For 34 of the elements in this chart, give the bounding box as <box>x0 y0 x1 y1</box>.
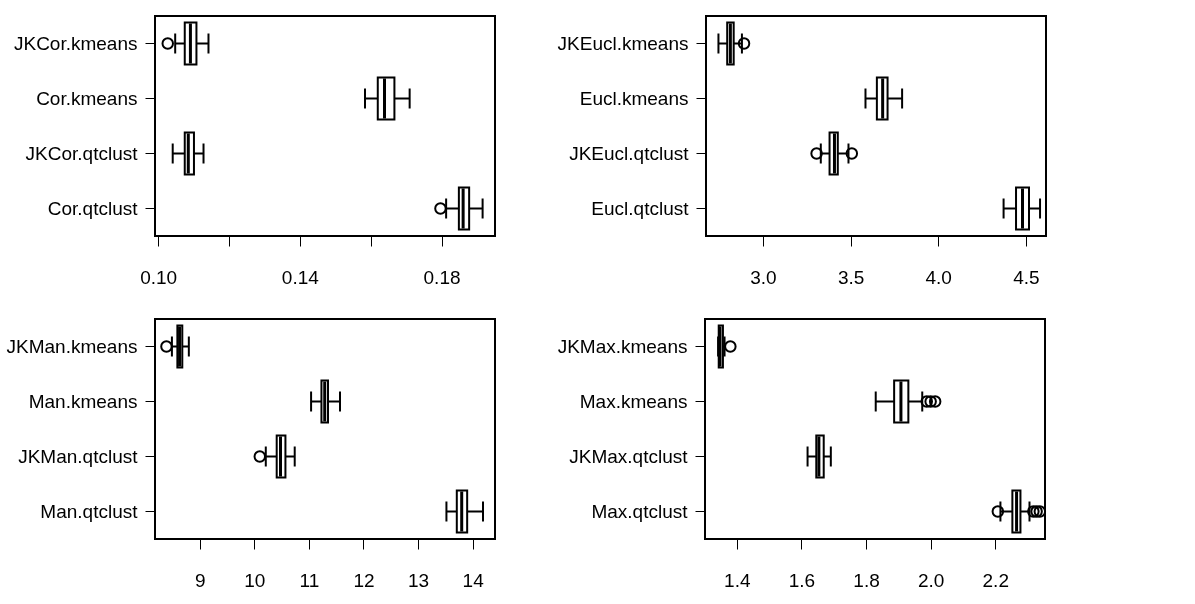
x-tick-label: 12 <box>353 569 375 591</box>
y-tick-label: JKCor.kmeans <box>13 32 138 54</box>
y-tick-label: JKMan.kmeans <box>6 335 138 357</box>
y-tick-label: JKMax.kmeans <box>557 335 688 357</box>
x-tick-label: 2.0 <box>917 569 945 591</box>
y-tick-label: Cor.qtclust <box>47 197 139 219</box>
y-tick-label: Cor.kmeans <box>36 87 138 109</box>
y-tick-label: Max.kmeans <box>579 390 688 412</box>
x-tick-label: 1.4 <box>724 569 751 591</box>
x-tick-label: 1.6 <box>788 569 816 591</box>
x-tick-label: 3.0 <box>750 266 777 288</box>
x-tick-label: 4.0 <box>925 266 952 288</box>
x-tick-label: 14 <box>462 569 485 591</box>
x-tick-label: 11 <box>299 569 320 591</box>
x-tick-label: 10 <box>244 569 266 591</box>
y-tick-label: Max.qtclust <box>591 500 689 522</box>
y-tick-label: JKCor.qtclust <box>25 142 139 164</box>
x-tick-label: 1.8 <box>853 569 880 591</box>
x-tick-label: 3.5 <box>837 266 865 288</box>
y-tick-label: Eucl.kmeans <box>579 87 689 109</box>
y-tick-label: Eucl.qtclust <box>591 197 690 219</box>
x-tick-label: 0.14 <box>281 266 320 288</box>
x-tick-label: 0.18 <box>423 266 461 288</box>
x-tick-label: 9 <box>194 569 206 591</box>
x-tick-label: 2.2 <box>982 569 1009 591</box>
y-tick-label: Man.qtclust <box>40 500 139 522</box>
y-tick-label: JKEucl.kmeans <box>557 32 689 54</box>
y-tick-label: JKMan.qtclust <box>18 445 139 467</box>
y-tick-label: Man.kmeans <box>28 390 138 412</box>
x-tick-label: 4.5 <box>1013 266 1040 288</box>
y-tick-label: JKMax.qtclust <box>569 445 689 467</box>
y-tick-label: JKEucl.qtclust <box>569 142 690 164</box>
x-tick-label: 0.10 <box>140 266 178 288</box>
x-tick-label: 13 <box>407 569 430 591</box>
